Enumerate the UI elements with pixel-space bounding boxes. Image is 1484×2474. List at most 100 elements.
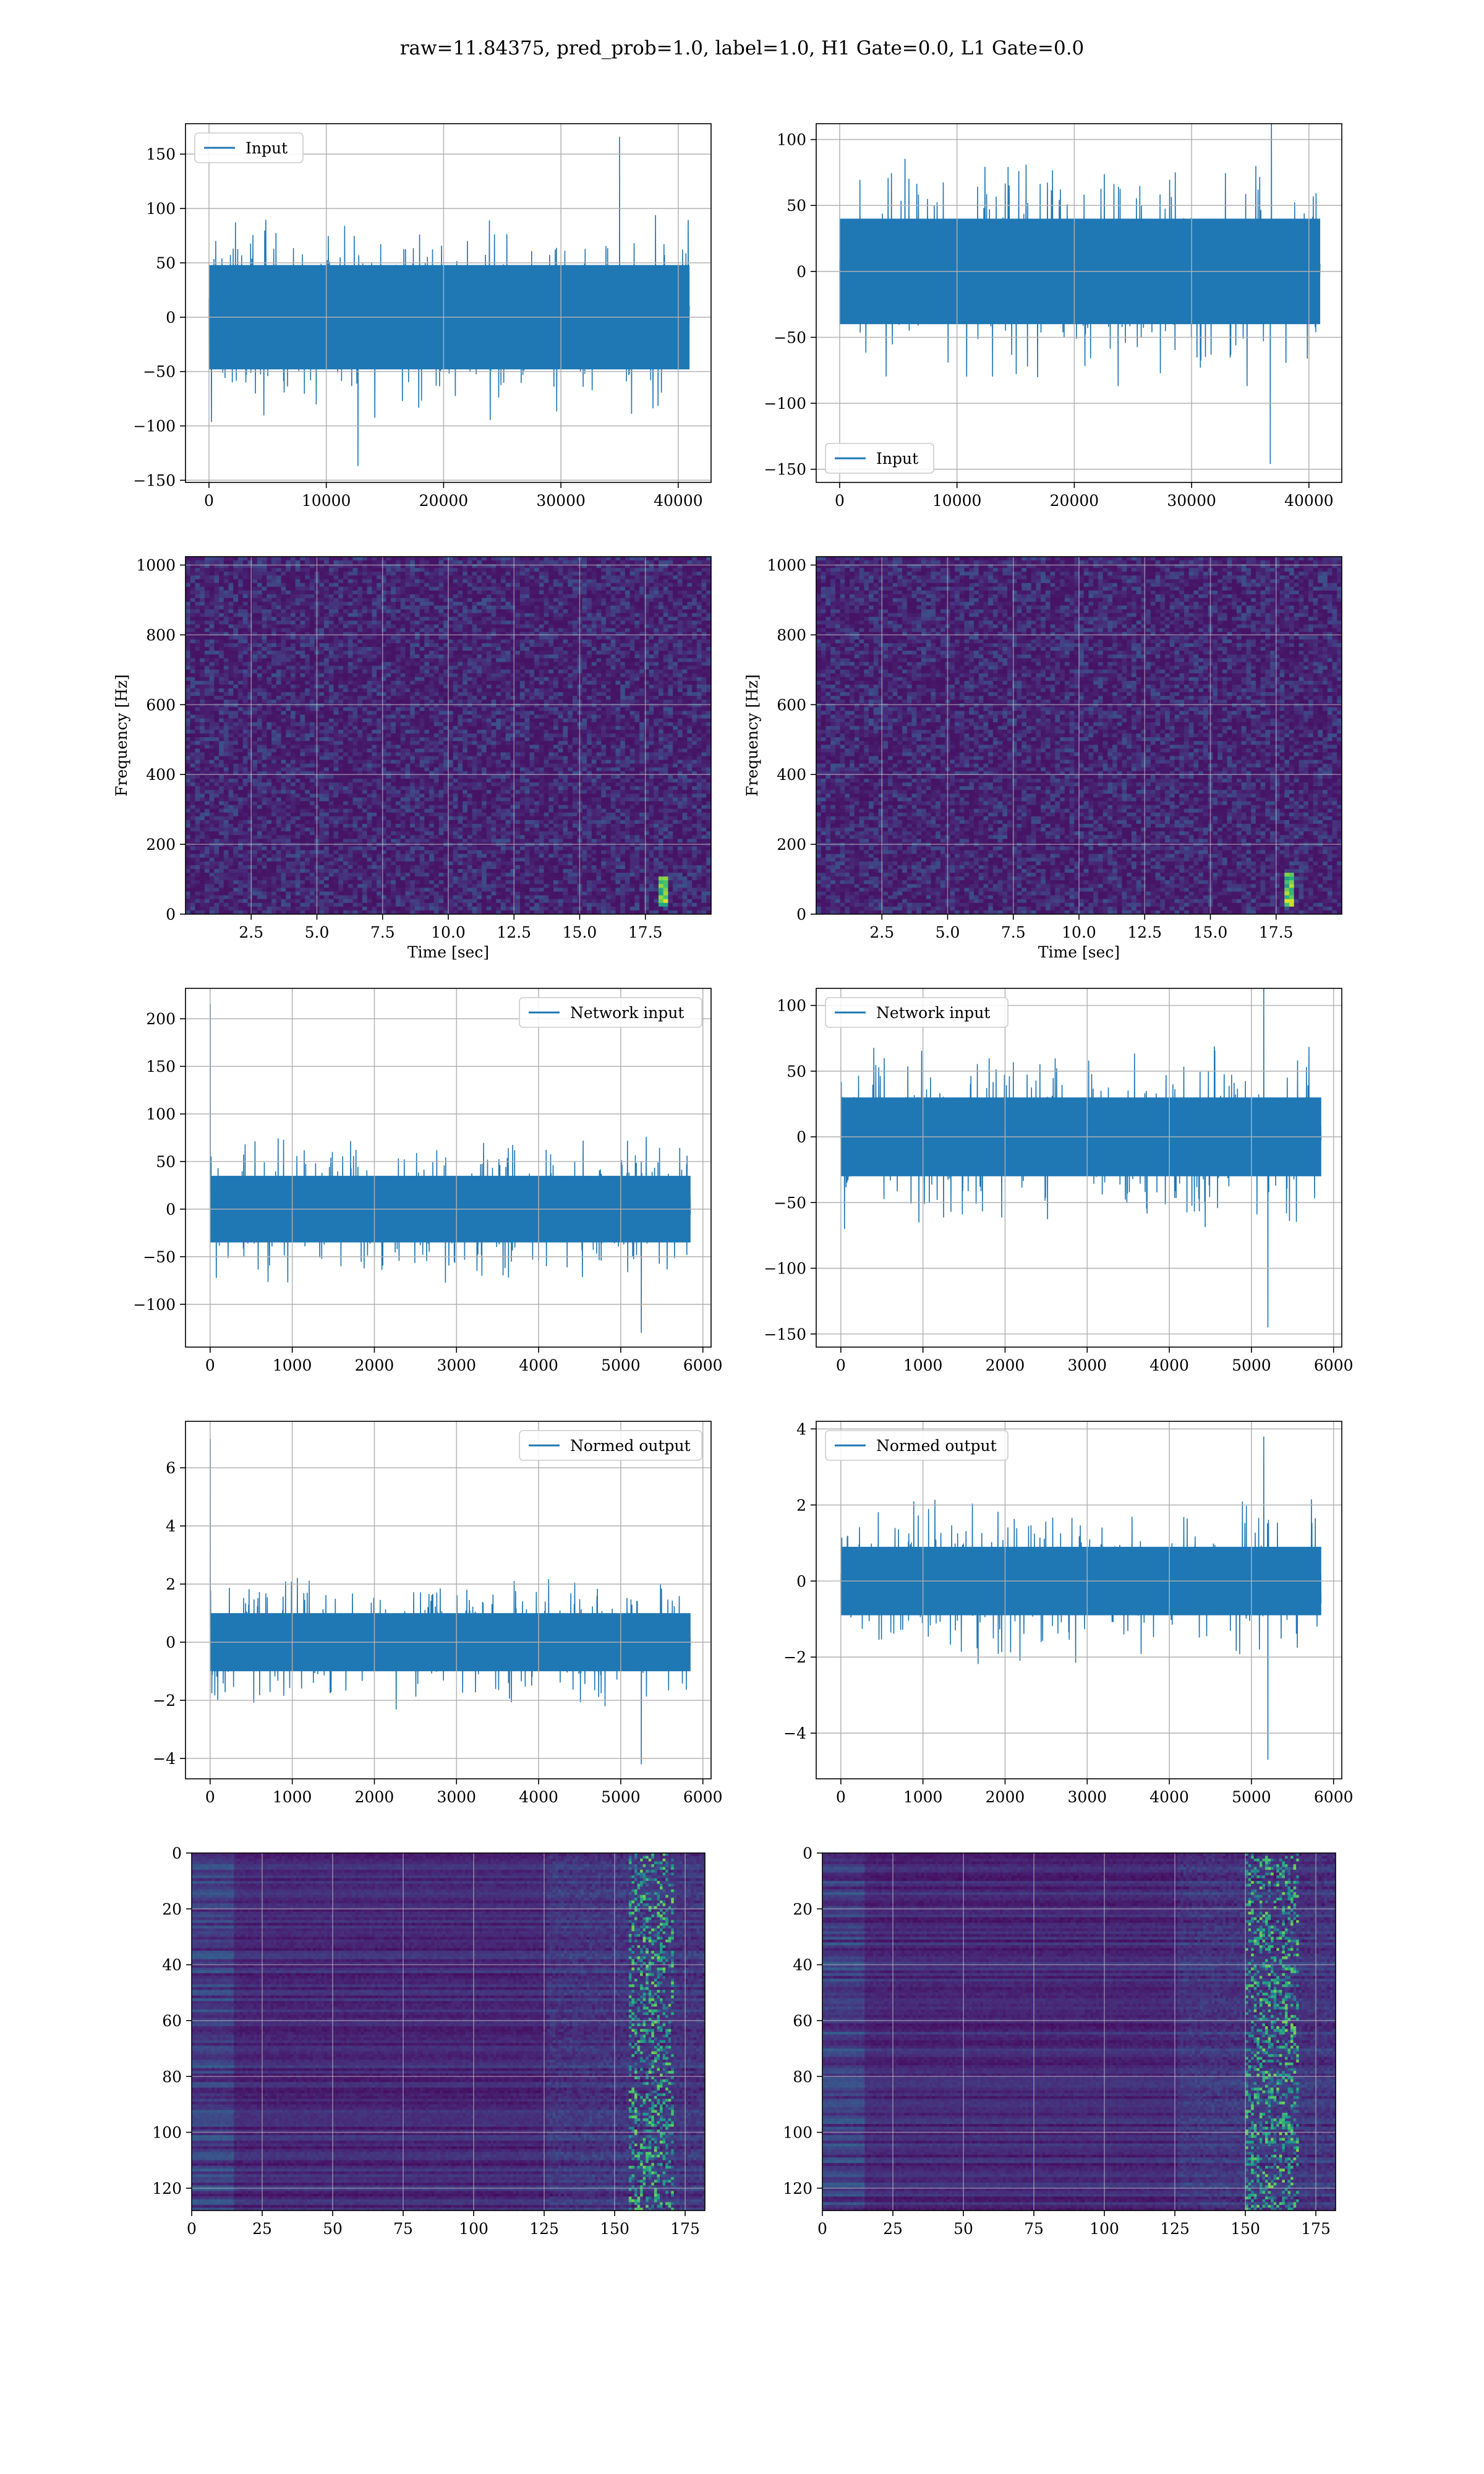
tick-label-y: 0: [166, 1633, 176, 1651]
tick-label-y: 1000: [767, 557, 806, 575]
tick-label-y: 200: [146, 836, 176, 854]
tick-label-x: 5000: [601, 1788, 641, 1806]
tick-label-y: 50: [787, 1063, 806, 1081]
tick-label-x: 125: [529, 2220, 559, 2238]
tick-label-y: 4: [796, 1420, 806, 1438]
tick-label-x: 10.0: [1062, 923, 1096, 941]
tick-label-y: 0: [166, 1201, 176, 1218]
tick-label-y: 800: [146, 626, 176, 644]
tick-label-x: 0: [835, 492, 845, 510]
plot-frame: [186, 1421, 711, 1779]
tick-label-y: 0: [796, 905, 806, 923]
legend: Normed output: [519, 1431, 702, 1460]
series-line: [210, 1004, 691, 1333]
tick-label-y: 0: [796, 1128, 806, 1146]
tick-label-x: 2.5: [239, 923, 263, 941]
tick-label-x: 2000: [986, 1788, 1025, 1806]
tick-label-x: 175: [1301, 2220, 1331, 2238]
tick-label-x: 0: [204, 492, 214, 510]
tick-label-x: 0: [836, 1356, 846, 1374]
tick-label-y: 6: [166, 1459, 176, 1477]
tick-label-y: 80: [793, 2068, 812, 2086]
tick-label-x: 5000: [601, 1356, 641, 1374]
tick-label-y: −4: [783, 1724, 806, 1742]
tick-label-y: 20: [793, 1900, 812, 1918]
tick-label-x: 6000: [1314, 1356, 1354, 1374]
tick-label-x: 0: [205, 1356, 215, 1374]
tick-label-x: 75: [393, 2220, 413, 2238]
tick-label-x: 2.5: [869, 923, 894, 941]
tick-label-y: 120: [152, 2180, 182, 2198]
tick-label-x: 3000: [437, 1356, 476, 1374]
tick-label-x: 2000: [355, 1788, 394, 1806]
x-axis-label: Time [sec]: [1038, 943, 1120, 961]
legend-label: Normed output: [876, 1437, 997, 1455]
tick-label-x: 100: [1090, 2220, 1119, 2238]
tick-label-y: −50: [143, 1248, 176, 1266]
tick-label-y: 60: [162, 2012, 182, 2030]
panel-input-l1: 0 10000 20000 30000 40000−150−100−50050100In…: [764, 116, 1342, 510]
tick-label-x: 17.5: [1259, 923, 1294, 941]
tick-label-y: 150: [146, 1058, 176, 1076]
tick-label-x: 4000: [519, 1356, 558, 1374]
legend: Network input: [519, 998, 702, 1027]
tick-label-x: 3000: [1067, 1356, 1107, 1374]
heatmap-image: [822, 1853, 1336, 2211]
tick-label-y: 1000: [136, 557, 176, 575]
legend: Network input: [825, 998, 1008, 1027]
tick-label-y: −150: [764, 461, 806, 479]
tick-label-y: 200: [146, 1010, 176, 1028]
tick-label-y: 800: [777, 626, 806, 644]
tick-label-y: 200: [777, 836, 806, 854]
tick-label-x: 6000: [683, 1356, 723, 1374]
tick-label-y: 2: [796, 1496, 806, 1514]
tick-label-y: −50: [774, 328, 806, 346]
tick-label-y: 600: [777, 696, 806, 714]
tick-label-y: 100: [146, 200, 176, 218]
y-axis-label: Frequency [Hz]: [743, 674, 761, 797]
tick-label-y: 40: [162, 1956, 182, 1974]
tick-label-y: 50: [156, 254, 176, 272]
tick-label-y: 20: [162, 1900, 182, 1918]
y-axis-label: Frequency [Hz]: [113, 674, 130, 797]
tick-label-x: 3000: [1067, 1788, 1107, 1806]
tick-label-y: −100: [764, 395, 806, 413]
tick-label-y: 0: [803, 1844, 812, 1862]
heatmap-image: [192, 1853, 706, 2211]
tick-label-x: 0: [817, 2220, 827, 2238]
tick-label-x: 4000: [519, 1788, 558, 1806]
tick-label-x: 0: [205, 1788, 215, 1806]
tick-label-x: 40000: [654, 492, 703, 510]
tick-label-y: 0: [166, 905, 176, 923]
tick-label-x: 5000: [1232, 1356, 1271, 1374]
tick-label-x: 0: [187, 2220, 197, 2238]
tick-label-y: 80: [162, 2068, 182, 2086]
tick-label-x: 25: [252, 2220, 272, 2238]
tick-label-x: 12.5: [497, 923, 531, 941]
tick-label-x: 125: [1160, 2220, 1190, 2238]
tick-label-x: 1000: [273, 1788, 312, 1806]
tick-label-x: 15.0: [563, 923, 597, 941]
tick-label-y: −50: [774, 1194, 806, 1212]
tick-label-y: 150: [146, 145, 176, 163]
tick-label-y: 120: [783, 2180, 812, 2198]
legend-label: Network input: [570, 1004, 684, 1022]
tick-label-x: 4000: [1149, 1788, 1189, 1806]
tick-label-y: 400: [146, 766, 176, 784]
tick-label-y: −50: [143, 363, 176, 381]
tick-label-x: 30000: [1167, 492, 1216, 510]
tick-label-x: 7.5: [1001, 923, 1026, 941]
tick-label-x: 5000: [1232, 1788, 1271, 1806]
tick-label-y: −2: [153, 1692, 176, 1710]
legend: Input: [195, 133, 303, 163]
tick-label-x: 15.0: [1193, 923, 1228, 941]
tick-label-y: −2: [783, 1648, 806, 1666]
panel-spectrogram-l1: 2.5 5.0 7.5 10.0 12.5 15.0 17.5020040060080010…: [743, 557, 1342, 961]
tick-label-x: 100: [459, 2220, 488, 2238]
tick-label-y: −150: [764, 1325, 806, 1343]
tick-label-y: 4: [166, 1517, 176, 1535]
legend: Normed output: [825, 1431, 1008, 1460]
